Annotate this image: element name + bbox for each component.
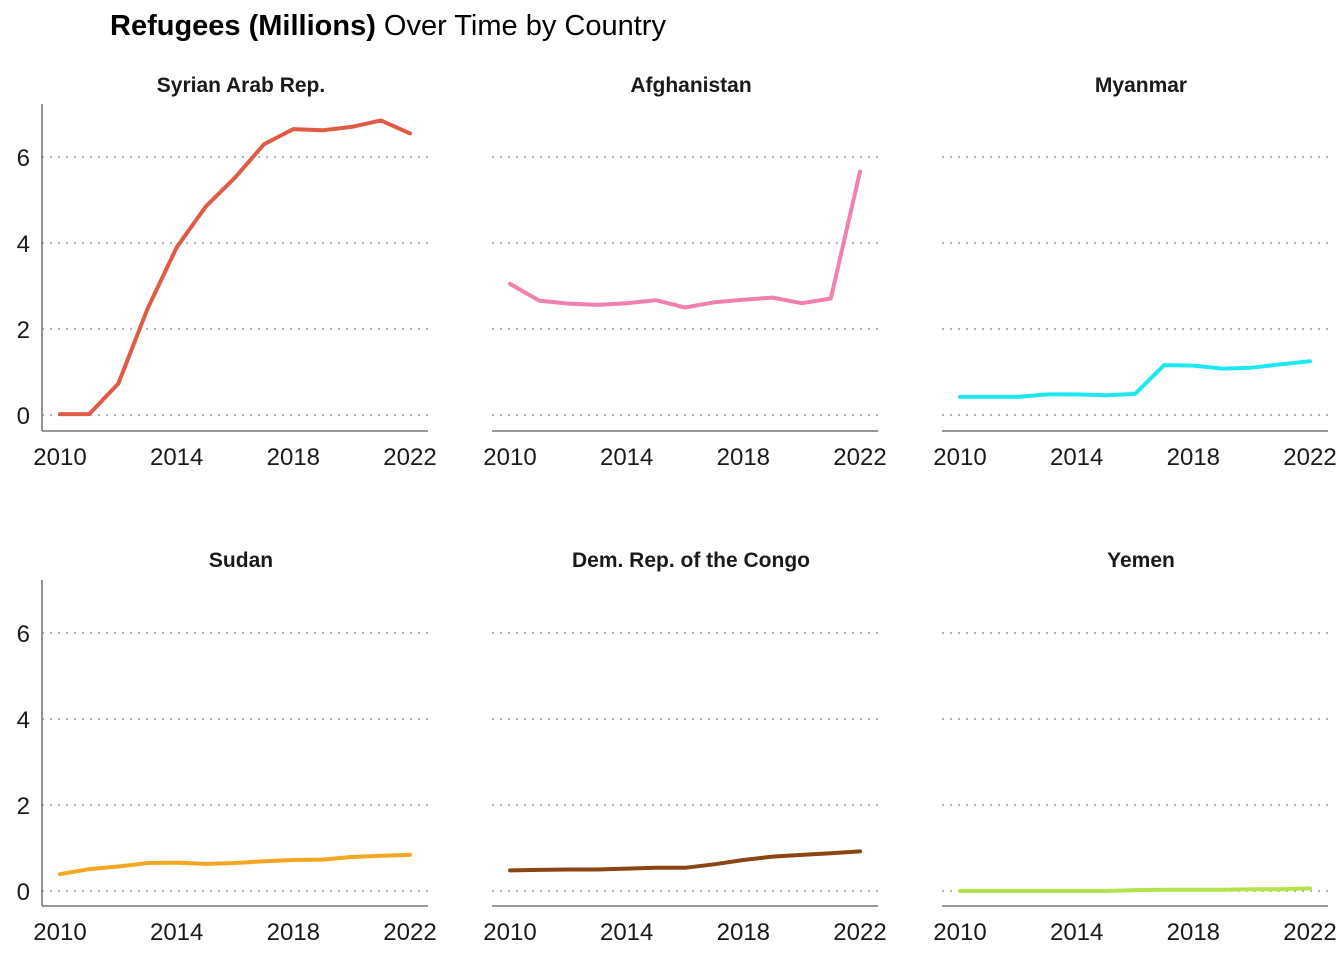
x-tick-label: 2014	[1050, 919, 1103, 946]
y-tick-label: 0	[17, 879, 30, 906]
panel-title: Afghanistan	[630, 74, 751, 97]
panel-title: Myanmar	[1095, 74, 1187, 97]
panel-afghanistan: Afghanistan 2010 2014 2018 2022	[483, 74, 886, 471]
x-tick-label: 2022	[1283, 444, 1336, 471]
x-tick-label: 2022	[383, 444, 436, 471]
panel-syrian-arab-rep: Syrian Arab Rep. 0 2 4 6 2010 2014 2018 2022	[17, 74, 437, 471]
x-tick-label: 2018	[267, 919, 320, 946]
y-tick-label: 6	[17, 621, 30, 648]
x-tick-label: 2018	[267, 444, 320, 471]
chart-title-bold: Refugees (Millions)	[110, 10, 376, 42]
x-tick-label: 2022	[1283, 919, 1336, 946]
series-line-sudan	[58, 852, 412, 877]
series-line-afghanistan	[508, 169, 862, 310]
y-tick-label: 2	[17, 317, 30, 344]
x-tick-label: 2022	[833, 444, 886, 471]
x-tick-label: 2010	[483, 919, 536, 946]
x-tick-label: 2014	[150, 919, 203, 946]
x-tick-label: 2018	[717, 444, 770, 471]
y-tick-label: 2	[17, 793, 30, 820]
y-tick-label: 0	[17, 403, 30, 430]
x-tick-label: 2010	[33, 444, 86, 471]
x-tick-label: 2018	[1167, 919, 1220, 946]
x-tick-label: 2014	[150, 444, 203, 471]
series-line-dem-rep-of-the-congo	[508, 849, 862, 873]
y-tick-label: 4	[17, 231, 30, 258]
x-tick-label: 2022	[833, 919, 886, 946]
chart-title-rest: Over Time by Country	[375, 10, 666, 42]
x-tick-label: 2018	[1167, 444, 1220, 471]
panel-title: Dem. Rep. of the Congo	[572, 549, 810, 572]
y-tick-label: 4	[17, 707, 30, 734]
series-line-yemen	[958, 886, 1312, 893]
series-line-myanmar	[958, 359, 1312, 399]
x-tick-label: 2018	[717, 919, 770, 946]
panel-myanmar: Myanmar 2010 2014 2018 2022	[933, 74, 1336, 471]
x-tick-label: 2010	[483, 444, 536, 471]
chart-title: Refugees (Millions) Over Time by Country	[110, 10, 666, 43]
x-tick-label: 2010	[933, 444, 986, 471]
x-tick-label: 2014	[600, 919, 653, 946]
x-tick-label: 2014	[600, 444, 653, 471]
panel-title: Syrian Arab Rep.	[157, 74, 325, 97]
panel-title: Yemen	[1107, 549, 1175, 572]
panel-yemen: Yemen 2010 2014 2018 2022	[933, 549, 1336, 946]
x-tick-label: 2010	[933, 919, 986, 946]
panel-dem-rep-of-the-congo: Dem. Rep. of the Congo 2010 2014 2018 2022	[483, 549, 886, 946]
y-tick-label: 6	[17, 145, 30, 172]
panel-title: Sudan	[209, 549, 273, 572]
x-tick-label: 2022	[383, 919, 436, 946]
panel-sudan: Sudan 0 2 4 6 2010 2014 2018 2022	[17, 549, 437, 946]
series-line-syrian-arab-rep	[58, 118, 412, 417]
x-tick-label: 2014	[1050, 444, 1103, 471]
x-tick-label: 2010	[33, 919, 86, 946]
